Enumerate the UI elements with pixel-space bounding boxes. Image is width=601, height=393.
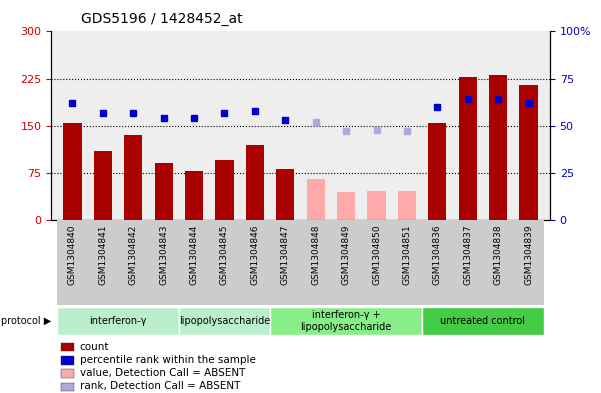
Bar — [270, 220, 300, 305]
Text: GSM1304839: GSM1304839 — [524, 224, 533, 285]
Bar — [57, 220, 88, 305]
Bar — [392, 220, 422, 305]
Bar — [429, 123, 447, 220]
Bar — [489, 75, 507, 220]
Bar — [453, 220, 483, 305]
Bar — [270, 307, 422, 335]
Text: GSM1304845: GSM1304845 — [220, 224, 229, 285]
Bar — [300, 220, 331, 305]
Bar — [88, 220, 118, 305]
Text: interferon-γ +
lipopolysaccharide: interferon-γ + lipopolysaccharide — [300, 310, 392, 332]
Bar — [276, 169, 294, 220]
Bar — [148, 220, 179, 305]
Bar — [337, 192, 355, 220]
Text: rank, Detection Call = ABSENT: rank, Detection Call = ABSENT — [79, 381, 240, 391]
Text: untreated control: untreated control — [441, 316, 525, 326]
Text: GSM1304841: GSM1304841 — [99, 224, 108, 285]
Text: protocol ▶: protocol ▶ — [1, 316, 51, 326]
Text: interferon-γ: interferon-γ — [90, 316, 147, 326]
Bar — [367, 191, 386, 220]
Bar — [361, 220, 392, 305]
Text: lipopolysaccharide: lipopolysaccharide — [179, 316, 270, 326]
Text: GSM1304842: GSM1304842 — [129, 224, 138, 285]
Bar — [63, 123, 82, 220]
Bar — [94, 151, 112, 220]
Bar — [331, 220, 361, 305]
Bar — [215, 160, 234, 220]
Text: count: count — [79, 342, 109, 352]
Bar — [209, 220, 240, 305]
Bar — [246, 145, 264, 220]
Text: GSM1304837: GSM1304837 — [463, 224, 472, 285]
Text: GSM1304843: GSM1304843 — [159, 224, 168, 285]
Bar — [61, 356, 73, 365]
Text: GSM1304851: GSM1304851 — [403, 224, 412, 285]
Bar — [422, 220, 453, 305]
Bar — [118, 220, 148, 305]
Bar — [179, 307, 270, 335]
Bar — [519, 85, 538, 220]
Bar — [61, 369, 73, 378]
Bar — [307, 179, 325, 220]
Text: GDS5196 / 1428452_at: GDS5196 / 1428452_at — [81, 12, 243, 26]
Bar — [240, 220, 270, 305]
Bar — [61, 383, 73, 391]
Bar — [124, 135, 142, 220]
Text: GSM1304849: GSM1304849 — [341, 224, 350, 285]
Text: value, Detection Call = ABSENT: value, Detection Call = ABSENT — [79, 368, 245, 378]
Bar — [459, 77, 477, 220]
Bar — [185, 171, 203, 220]
Bar — [61, 343, 73, 351]
Bar — [513, 220, 544, 305]
Text: GSM1304838: GSM1304838 — [493, 224, 502, 285]
Bar — [483, 220, 513, 305]
Bar — [154, 163, 172, 220]
Text: GSM1304840: GSM1304840 — [68, 224, 77, 285]
Text: GSM1304848: GSM1304848 — [311, 224, 320, 285]
Bar — [179, 220, 209, 305]
Text: percentile rank within the sample: percentile rank within the sample — [79, 355, 255, 365]
Bar — [57, 307, 179, 335]
Text: GSM1304850: GSM1304850 — [372, 224, 381, 285]
Text: GSM1304847: GSM1304847 — [281, 224, 290, 285]
Bar — [398, 191, 416, 220]
Text: GSM1304836: GSM1304836 — [433, 224, 442, 285]
Text: GSM1304846: GSM1304846 — [251, 224, 260, 285]
Text: GSM1304844: GSM1304844 — [189, 224, 198, 285]
Bar — [422, 307, 544, 335]
